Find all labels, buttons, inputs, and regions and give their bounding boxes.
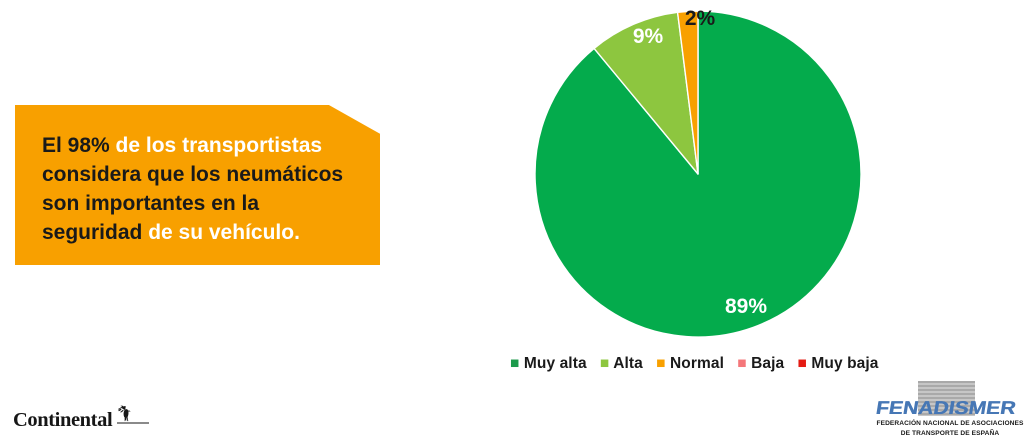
svg-text:89%: 89% xyxy=(725,295,767,318)
svg-text:9%: 9% xyxy=(633,25,664,48)
svg-text:2%: 2% xyxy=(685,7,716,30)
svg-text:Continental: Continental xyxy=(13,409,113,431)
